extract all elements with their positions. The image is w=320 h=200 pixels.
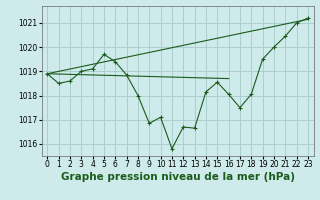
X-axis label: Graphe pression niveau de la mer (hPa): Graphe pression niveau de la mer (hPa) bbox=[60, 172, 295, 182]
